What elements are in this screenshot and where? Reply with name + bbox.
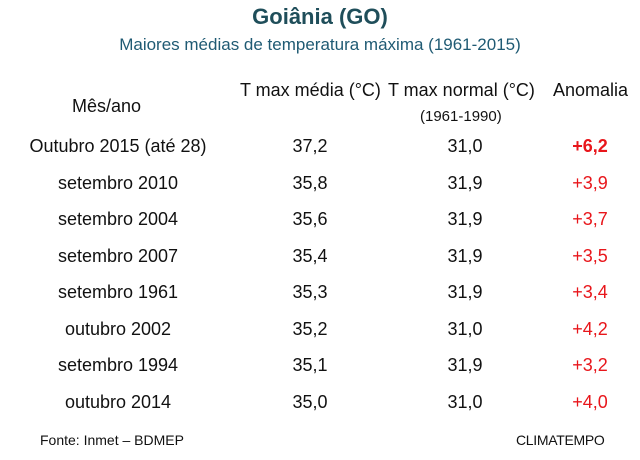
cell-anomaly: +3,9: [572, 172, 608, 193]
cell-normal: 31,0: [447, 391, 483, 412]
cell-anomaly: +3,2: [572, 355, 608, 375]
cell-normal: 31,9: [447, 172, 483, 193]
table-row: setembro 2007 35,4 31,9 +3,5: [0, 243, 640, 280]
column-header-normal: T max normal (°C): [388, 80, 535, 100]
table-row: setembro 2010 35,8 31,9 +3,9: [0, 170, 640, 207]
cell-month: setembro 2004: [57, 209, 179, 229]
page-subtitle: Maiores médias de temperatura máxima (19…: [119, 35, 521, 54]
cell-tmax: 35,8: [292, 172, 328, 193]
cell-tmax: 35,4: [292, 245, 328, 266]
cell-month: outubro 2014: [64, 391, 172, 412]
cell-normal: 31,0: [447, 136, 483, 156]
cell-month: outubro 2002: [64, 318, 172, 339]
cell-month: setembro 2010: [57, 172, 179, 193]
column-header-tmax: T max média (°C): [240, 80, 381, 100]
table-row: setembro 1994 35,1 31,9 +3,2: [0, 352, 640, 389]
cell-normal: 31,9: [447, 282, 483, 302]
cell-anomaly: +3,5: [572, 245, 608, 266]
source-note: Fonte: Inmet – BDMEP: [40, 432, 184, 448]
column-header-normal-period: (1961-1990): [420, 108, 502, 125]
cell-anomaly: +4,2: [572, 318, 608, 339]
cell-normal: 31,9: [447, 245, 483, 266]
cell-anomaly: +4,0: [572, 391, 608, 412]
cell-tmax: 35,0: [292, 391, 328, 412]
page-title: Goiânia (GO): [252, 4, 388, 29]
table-row: Outubro 2015 (até 28) 37,2 31,0 +6,2: [0, 133, 640, 170]
cell-normal: 31,9: [447, 209, 483, 229]
table-row: outubro 2014 35,0 31,0 +4,0: [0, 389, 640, 426]
cell-normal: 31,9: [447, 355, 483, 375]
cell-tmax: 35,1: [292, 355, 328, 375]
table-row: setembro 2004 35,6 31,9 +3,7: [0, 206, 640, 243]
cell-month: Outubro 2015 (até 28): [29, 136, 207, 156]
column-header-month: Mês/ano: [72, 96, 142, 116]
cell-anomaly: +3,4: [572, 282, 608, 302]
cell-month: setembro 1994: [57, 355, 179, 375]
table-row: setembro 1961 35,3 31,9 +3,4: [0, 279, 640, 316]
cell-anomaly: +3,7: [572, 209, 608, 229]
cell-month: setembro 1961: [57, 282, 179, 302]
brand-logo: CLIMATEMPO: [516, 432, 605, 448]
cell-tmax: 35,2: [292, 318, 328, 339]
cell-tmax: 35,6: [292, 209, 328, 229]
table-row: outubro 2002 35,2 31,0 +4,2: [0, 316, 640, 353]
cell-month: setembro 2007: [57, 245, 179, 266]
cell-tmax: 35,3: [292, 282, 328, 302]
column-header-anomaly: Anomalia: [553, 80, 629, 100]
cell-normal: 31,0: [447, 318, 483, 339]
cell-tmax: 37,2: [292, 136, 328, 156]
cell-anomaly: +6,2: [572, 136, 608, 156]
temperature-table: Outubro 2015 (até 28) 37,2 31,0 +6,2 set…: [0, 133, 640, 425]
